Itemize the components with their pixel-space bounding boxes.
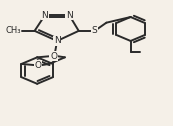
Text: O: O (34, 61, 41, 70)
Text: N: N (42, 11, 48, 20)
Text: O: O (50, 52, 57, 61)
Text: N: N (66, 11, 73, 20)
Text: CH₃: CH₃ (5, 26, 21, 35)
Text: N: N (54, 36, 61, 45)
Text: S: S (91, 26, 97, 35)
